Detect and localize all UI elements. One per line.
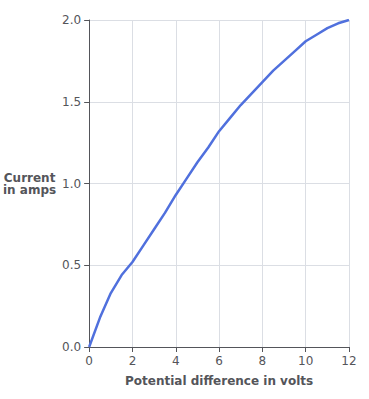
svg-text:1.5: 1.5 [62,95,81,109]
svg-text:Current: Current [3,170,56,185]
svg-text:6: 6 [215,354,223,368]
svg-text:0.0: 0.0 [62,340,81,354]
svg-text:in amps: in amps [3,183,56,197]
svg-text:0: 0 [85,354,93,368]
svg-text:4: 4 [172,354,180,368]
svg-text:Potential difference in volts: Potential difference in volts [125,374,313,388]
svg-text:10: 10 [298,354,313,368]
svg-text:1.0: 1.0 [62,177,81,191]
svg-text:8: 8 [259,354,267,368]
svg-text:12: 12 [341,354,356,368]
svg-text:2: 2 [129,354,137,368]
svg-text:0.5: 0.5 [62,258,81,272]
svg-text:2.0: 2.0 [62,13,81,27]
